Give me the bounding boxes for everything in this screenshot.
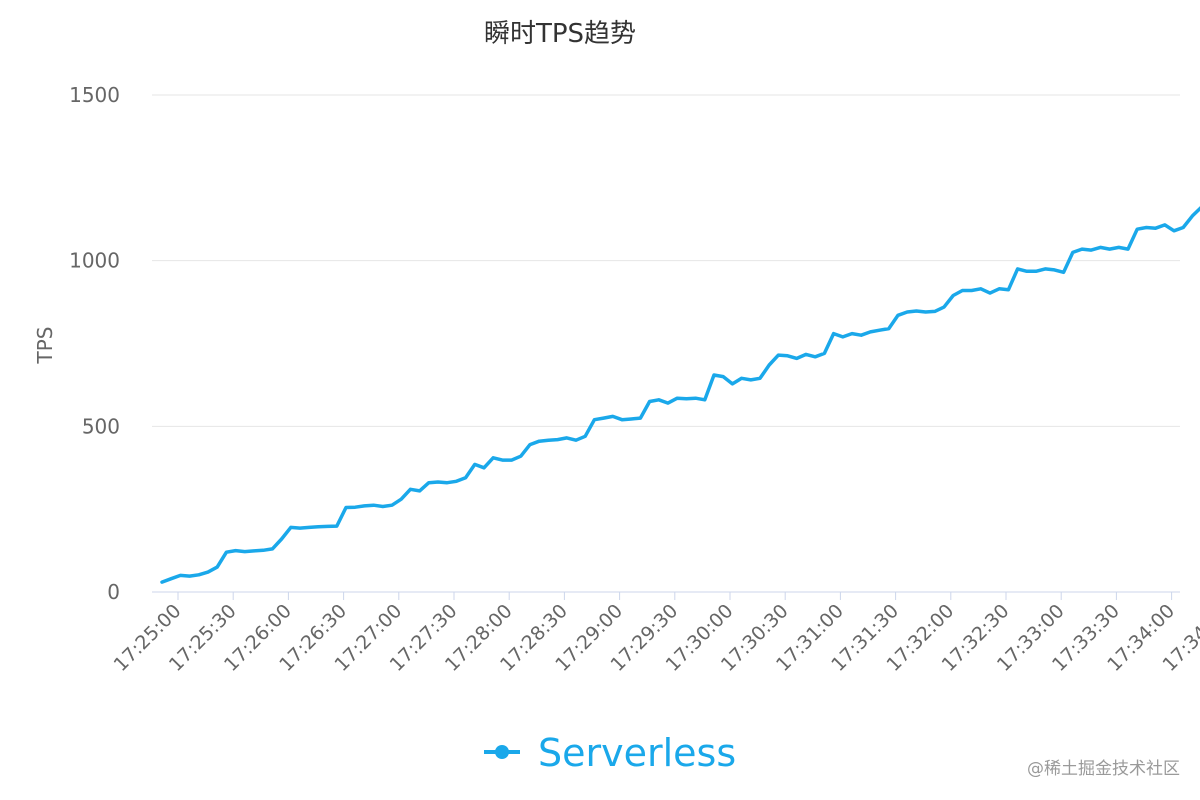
gridlines <box>152 94 1180 427</box>
y-tick-label-1500: 1500 <box>69 83 120 107</box>
legend-dot-marker <box>495 745 509 759</box>
legend-label-serverless[interactable]: Serverless <box>538 731 736 775</box>
watermark: @稀土掘金技术社区 <box>1027 759 1180 779</box>
y-tick-label-1000: 1000 <box>69 249 120 273</box>
x-axis-ticks: 17:25:0017:25:3017:26:0017:26:3017:27:00… <box>110 592 1200 676</box>
y-axis-ticks: 0 500 1000 1500 <box>69 83 120 604</box>
series-line-serverless[interactable] <box>160 162 1200 584</box>
y-axis-label: TPS <box>33 327 57 365</box>
y-tick-label-500: 500 <box>82 414 120 438</box>
y-tick-label-0: 0 <box>107 580 120 604</box>
chart-title: 瞬时TPS趋势 <box>484 19 636 49</box>
series-layer <box>160 162 1200 584</box>
legend[interactable]: Serverless <box>484 731 736 775</box>
